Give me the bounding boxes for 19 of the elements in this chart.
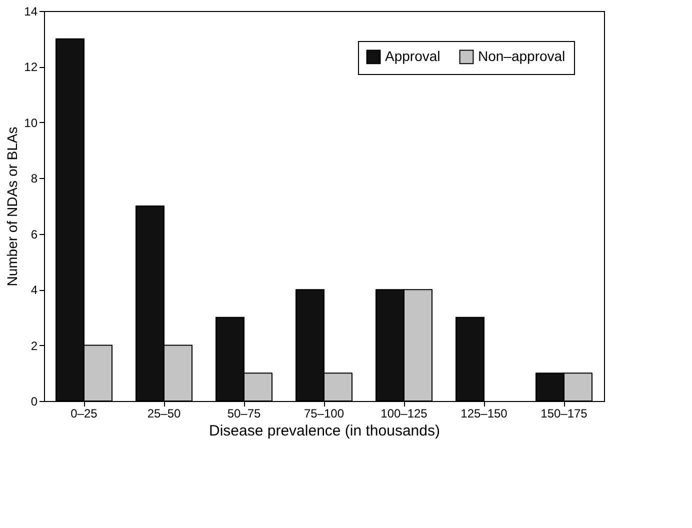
x-tick-label: 25–50 [147, 406, 182, 420]
x-tick-label: 75–100 [304, 406, 344, 420]
y-tick-label: 0 [30, 394, 38, 408]
x-tick-label: 50–75 [227, 406, 262, 420]
y-tick-label: 14 [24, 4, 38, 18]
x-axis-title: Disease prevalence (in thousands) [209, 422, 440, 440]
y-axis-title: Number of NDAs or BLAs [4, 126, 20, 286]
y-tick-label: 6 [30, 227, 38, 242]
x-tick-label: 150–175 [540, 406, 588, 420]
legend-label: Approval [385, 48, 440, 64]
y-tick-label: 4 [30, 283, 38, 298]
y-tick-label: 8 [30, 172, 38, 186]
y-tick-label: 12 [24, 60, 38, 74]
y-tick-label: 10 [24, 116, 38, 130]
legend-label: Non–approval [478, 48, 566, 64]
y-tick-label: 2 [30, 338, 38, 353]
x-tick-label: 100–125 [380, 406, 428, 420]
x-tick-label: 125–150 [460, 406, 508, 420]
x-tick-label: 0–25 [70, 406, 98, 420]
